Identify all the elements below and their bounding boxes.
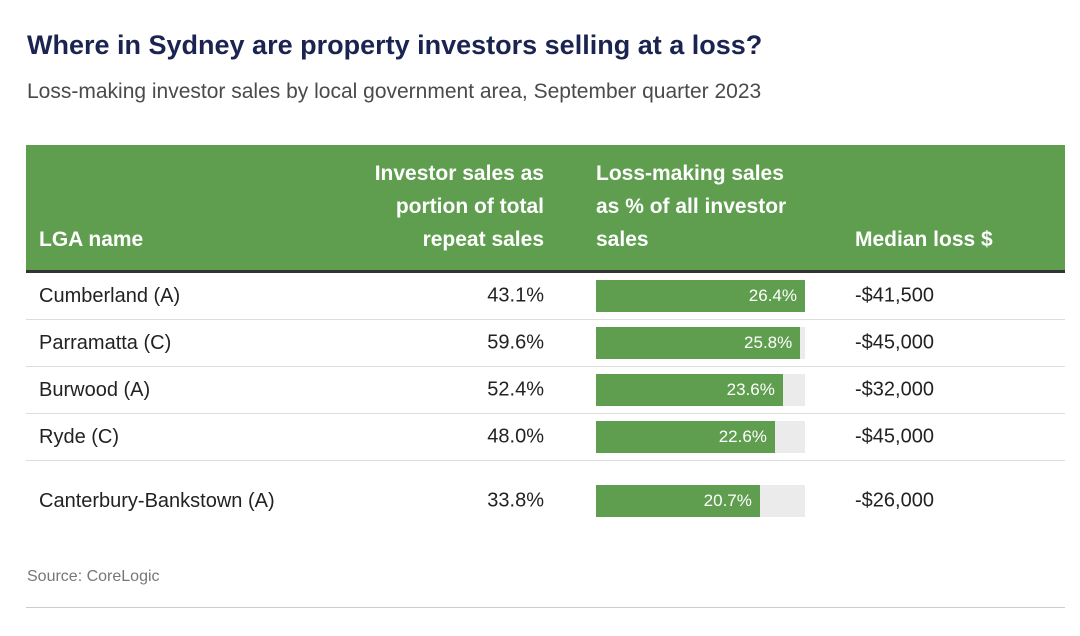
lga-name-cell: Cumberland (A) — [39, 285, 181, 307]
loss-bar-label: 20.7% — [703, 491, 752, 510]
median-loss-cell: -$45,000 — [855, 331, 934, 354]
lga-name-cell: Canterbury-Bankstown (A) — [39, 490, 275, 512]
table-row: Burwood (A) 52.4% 23.6% -$32,000 — [26, 367, 1065, 414]
chart-subtitle: Loss-making investor sales by local gove… — [27, 80, 762, 103]
header-line: repeat sales — [422, 228, 544, 251]
median-loss-cell: -$26,000 — [855, 489, 934, 512]
loss-bar-track: 20.7% — [596, 485, 805, 517]
investor-sales-cell: 33.8% — [487, 489, 544, 512]
table-row: Cumberland (A) 43.1% 26.4% -$41,500 — [26, 273, 1065, 320]
table-row: Canterbury-Bankstown (A) 33.8% 20.7% -$26,0… — [26, 461, 1065, 541]
loss-bar-track: 26.4% — [596, 280, 805, 312]
header-lga-name: LGA name — [39, 223, 143, 256]
lga-name-cell: Burwood (A) — [39, 379, 151, 401]
loss-bar: 22.6% — [596, 421, 775, 453]
loss-bar: 26.4% — [596, 280, 805, 312]
investor-sales-cell: 48.0% — [487, 425, 544, 448]
data-table: LGA name Investor sales as portion of tot… — [26, 145, 1065, 541]
table-body: Cumberland (A) 43.1% 26.4% -$41,500 Parramat… — [26, 273, 1065, 541]
footer-divider — [26, 607, 1065, 608]
loss-bar-label: 25.8% — [744, 333, 793, 352]
header-line: Loss-making sales — [596, 162, 784, 185]
table-row: Ryde (C) 48.0% 22.6% -$45,000 — [26, 414, 1065, 461]
header-line: Investor sales as — [374, 162, 544, 185]
header-line: Median loss $ — [855, 228, 993, 251]
loss-bar-label: 22.6% — [718, 427, 767, 446]
investor-sales-cell: 59.6% — [487, 331, 544, 354]
investor-sales-cell: 52.4% — [487, 378, 544, 401]
loss-bar: 20.7% — [596, 485, 760, 517]
loss-bar-track: 23.6% — [596, 374, 805, 406]
header-line: sales — [596, 228, 649, 251]
investor-sales-cell: 43.1% — [487, 284, 544, 307]
chart-title: Where in Sydney are property investors s… — [27, 30, 763, 60]
header-loss-making-sales: Loss-making sales as % of all investor sal… — [596, 157, 846, 256]
loss-bar: 23.6% — [596, 374, 783, 406]
loss-bar-label: 26.4% — [748, 286, 797, 305]
table-header: LGA name Investor sales as portion of tot… — [26, 145, 1065, 273]
table-row: Parramatta (C) 59.6% 25.8% -$45,000 — [26, 320, 1065, 367]
lga-name-cell: Parramatta (C) — [39, 332, 172, 354]
median-loss-cell: -$45,000 — [855, 425, 934, 448]
header-investor-sales: Investor sales as portion of total repeat … — [304, 157, 544, 256]
loss-bar: 25.8% — [596, 327, 801, 359]
loss-bar-track: 22.6% — [596, 421, 805, 453]
header-median-loss: Median loss $ — [855, 223, 993, 256]
median-loss-cell: -$41,500 — [855, 284, 934, 307]
loss-bar-track: 25.8% — [596, 327, 805, 359]
lga-name-cell: Ryde (C) — [39, 426, 120, 448]
loss-bar-label: 23.6% — [726, 380, 775, 399]
source-note: Source: CoreLogic — [27, 568, 160, 585]
header-line: as % of all investor — [596, 195, 787, 218]
header-line: portion of total — [395, 195, 544, 218]
median-loss-cell: -$32,000 — [855, 378, 934, 401]
header-line: LGA name — [39, 228, 144, 251]
